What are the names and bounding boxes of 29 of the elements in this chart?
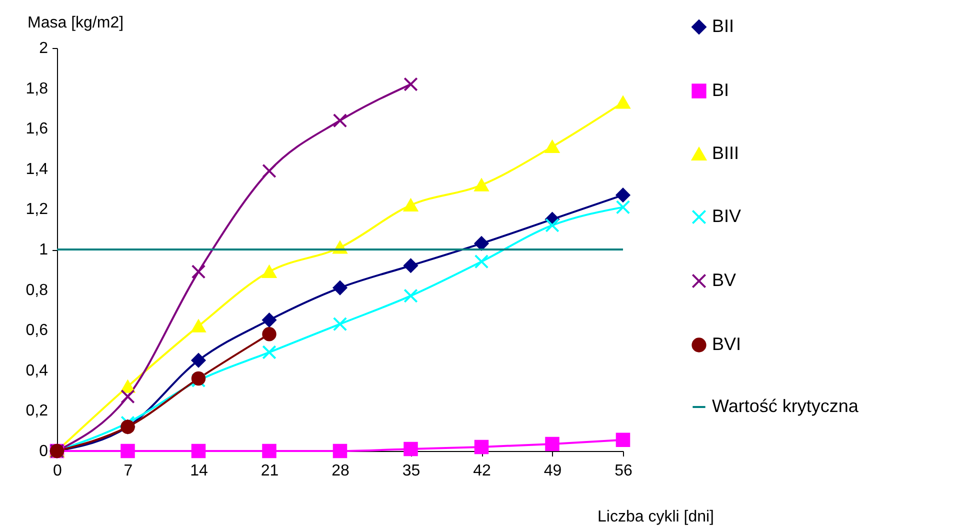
y-tick-label: 1,6 (26, 120, 48, 138)
x-tick-label: 0 (53, 462, 62, 480)
x-tick-label: 56 (614, 462, 632, 480)
y-tick-label: 0,4 (26, 362, 48, 380)
x-tick-label: 28 (332, 462, 350, 480)
y-tick-label: 0,6 (26, 322, 48, 340)
y-tick-label: 1 (39, 242, 48, 258)
y-tick-label: 2 (39, 40, 48, 57)
y-tick-label: 1,8 (26, 80, 48, 98)
x-tick-label: 21 (260, 462, 279, 480)
x-tick-label: 35 (402, 462, 420, 480)
x-tick-label: 49 (544, 462, 562, 480)
y-tick-label: 1,2 (26, 201, 48, 218)
y-axis-title: Masa [kg/m2] (28, 14, 124, 32)
y-tick-label: 0,2 (26, 402, 48, 420)
x-tick-label: 42 (473, 462, 491, 480)
y-tick-label: 1,4 (26, 160, 48, 178)
x-tick-label: 14 (190, 462, 208, 480)
y-tick-label: 0 (39, 443, 48, 460)
x-tick-label: 7 (124, 462, 133, 480)
legend-label: BII (712, 16, 734, 36)
y-tick-label: 0,8 (26, 282, 48, 299)
legend-label: BIII (712, 143, 740, 163)
x-axis-title: Liczba cykli [dni] (598, 508, 714, 526)
legend-label: BIV (712, 206, 742, 226)
legend-label: BVI (712, 334, 742, 354)
legend-label: Wartość krytyczna (712, 396, 860, 416)
legend-label: BI (712, 80, 730, 100)
legend-label: BV (712, 270, 736, 290)
